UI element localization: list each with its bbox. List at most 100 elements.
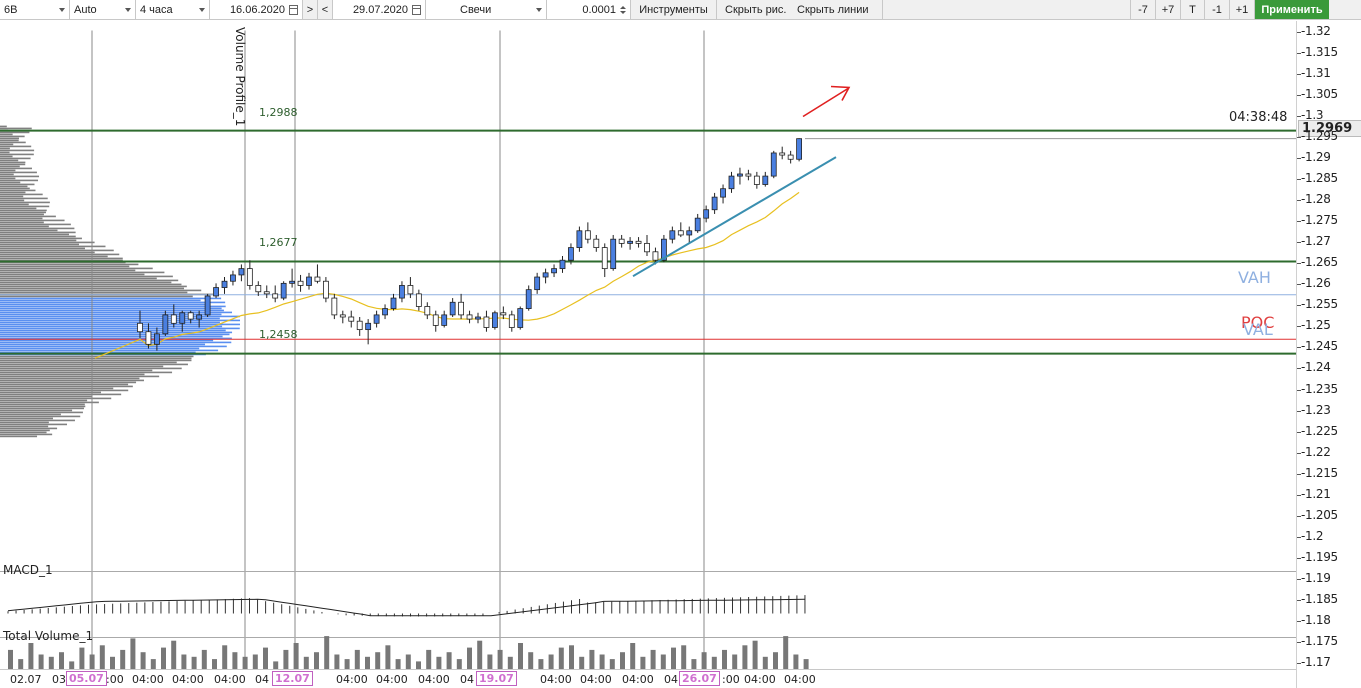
profile-bar <box>0 167 32 170</box>
profile-bar <box>0 385 133 388</box>
profile-bar <box>0 311 233 314</box>
candle-down <box>508 314 515 328</box>
minus1-button[interactable]: -1 <box>1205 0 1230 19</box>
profile-bar <box>0 301 226 304</box>
plus7-label: +7 <box>1161 3 1175 16</box>
profile-bar <box>0 227 75 230</box>
volume-bar <box>630 643 636 678</box>
volume-bar <box>314 652 319 678</box>
volume-title: Total Volume_1 <box>3 629 94 643</box>
tools-button[interactable]: Инструменты <box>631 0 717 19</box>
prev-button[interactable]: < <box>318 0 333 19</box>
candle-up <box>576 230 583 248</box>
tick-size-stepper[interactable]: 0.0001 <box>547 0 631 19</box>
candle-up <box>162 314 169 335</box>
candle-up <box>568 247 574 261</box>
candle-up <box>720 188 726 198</box>
profile-bar <box>0 313 222 316</box>
y-tick-label: -1.255 <box>1301 297 1338 312</box>
y-tick <box>1297 599 1301 601</box>
y-tick <box>1297 620 1301 622</box>
y-tick-label: -1.175 <box>1301 633 1338 648</box>
spin-arrows-icon[interactable] <box>620 5 626 14</box>
candle-down <box>331 297 338 316</box>
profile-bar <box>0 381 137 384</box>
candle-down <box>644 242 650 253</box>
profile-bar <box>0 235 76 238</box>
y-tick-label: -1.32 <box>1301 24 1331 38</box>
candle-down <box>272 293 279 299</box>
date-from-value: 16.06.2020 <box>229 3 285 16</box>
macd-signal-line <box>7 598 805 617</box>
hide-drawings-button[interactable]: Скрыть рис. <box>717 0 793 19</box>
volume-bar <box>8 649 13 678</box>
price-axis[interactable]: 1.2969 -1.32 -1.315 -1.31 -1.305 -1.3 -1.295 -… <box>1296 21 1361 688</box>
calendar-icon[interactable] <box>289 4 298 15</box>
x-time-label: 04 <box>255 673 269 686</box>
profile-bar <box>0 363 188 366</box>
candle-up <box>179 312 186 324</box>
hide-lines-button[interactable]: Скрыть линии <box>793 0 883 19</box>
next-button[interactable]: > <box>303 0 318 19</box>
profile-bar <box>0 141 26 144</box>
volume-bar <box>722 649 727 678</box>
profile-bar <box>0 351 196 354</box>
candle-up <box>475 316 481 320</box>
calendar-icon[interactable] <box>412 4 421 15</box>
price-chart[interactable] <box>0 21 1296 688</box>
profile-bar <box>0 335 223 338</box>
volume-bar <box>589 649 595 678</box>
y-tick-label: -1.24 <box>1301 360 1331 375</box>
profile-bar <box>0 419 75 422</box>
volume-bar <box>477 640 483 678</box>
scale-select[interactable]: Auto <box>70 0 136 19</box>
volume-bar <box>150 659 156 678</box>
minus7-button[interactable]: -7 <box>1131 0 1156 19</box>
t-button[interactable]: T <box>1181 0 1205 19</box>
y-tick-label: -1.275 <box>1301 213 1338 228</box>
profile-bar <box>0 433 53 436</box>
x-time-label: 04 <box>664 673 678 686</box>
y-tick-label: -1.315 <box>1301 45 1338 60</box>
candle-down <box>170 314 177 324</box>
x-time-label: 04:00 <box>172 673 204 686</box>
y-tick <box>1297 494 1301 496</box>
candle-up <box>711 196 718 211</box>
candle-up <box>770 152 777 177</box>
toolbar: 6B Auto 4 часа 16.06.2020 > < 29.07.2020… <box>0 0 1361 20</box>
symbol-select[interactable]: 6B <box>0 0 70 19</box>
date-to-field[interactable]: 29.07.2020 <box>333 0 426 19</box>
plus1-button[interactable]: +1 <box>1230 0 1255 19</box>
chart-type-select[interactable]: Свечи <box>426 0 547 19</box>
candle-down <box>145 331 152 345</box>
apply-button[interactable]: Применить <box>1255 0 1329 19</box>
candle-up <box>610 238 617 270</box>
plus7-button[interactable]: +7 <box>1156 0 1181 19</box>
y-tick <box>1297 242 1301 244</box>
volume-bar <box>222 645 228 678</box>
candle-up <box>373 314 380 324</box>
y-tick-label: -1.25 <box>1301 318 1331 333</box>
time-axis[interactable]: 02.07 03 05.07:00 04:00 04:00 04:00 04 12.07 04:… <box>0 669 1296 688</box>
volume-bar <box>140 652 146 678</box>
volume-bar <box>303 656 309 678</box>
profile-bar <box>0 423 68 426</box>
hide-drawings-label: Скрыть рис. <box>725 3 787 16</box>
profile-bar <box>0 195 24 198</box>
timeframe-value: 4 часа <box>140 3 173 16</box>
candle-up <box>390 297 397 309</box>
volume-bar <box>569 645 574 678</box>
date-from-field[interactable]: 16.06.2020 <box>210 0 303 19</box>
profile-bar <box>0 243 80 246</box>
candle-down <box>652 251 659 261</box>
volume-bar <box>181 654 187 678</box>
timeframe-select[interactable]: 4 часа <box>136 0 210 19</box>
profile-bar <box>0 135 25 138</box>
candle-down <box>787 154 794 160</box>
profile-bar <box>0 223 71 226</box>
profile-bar <box>0 331 233 334</box>
profile-bar <box>0 257 123 260</box>
profile-bar <box>0 303 211 306</box>
chevron-down-icon <box>536 7 542 12</box>
t-label: T <box>1189 3 1196 16</box>
